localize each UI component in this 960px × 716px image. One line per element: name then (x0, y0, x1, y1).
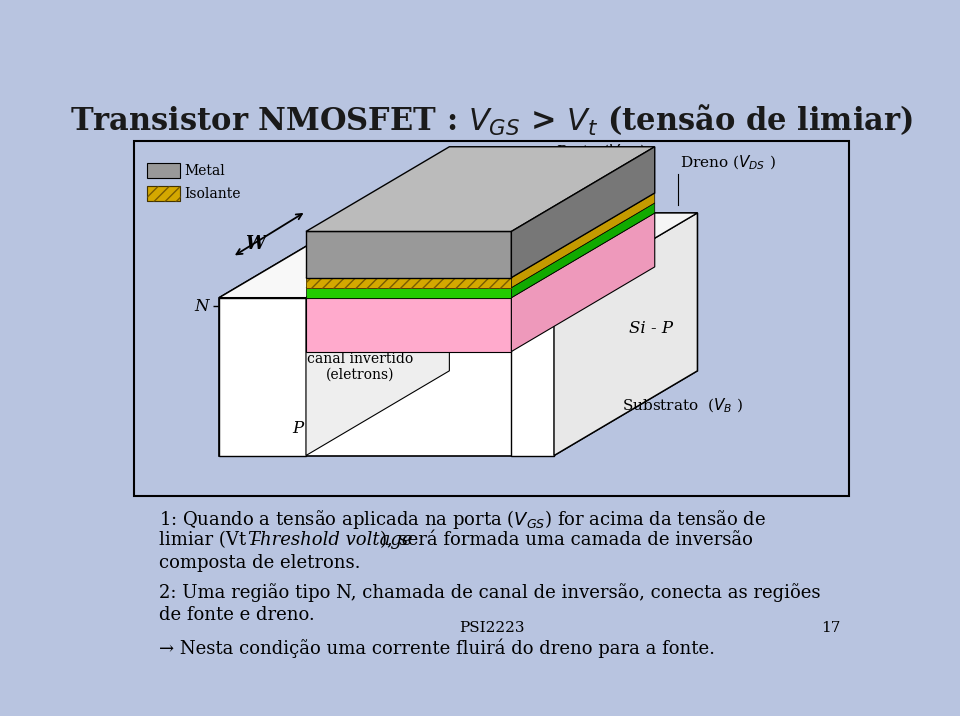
Polygon shape (512, 213, 697, 298)
Text: Região de depleção: Região de depleção (316, 289, 454, 309)
Polygon shape (306, 193, 655, 278)
Polygon shape (512, 147, 655, 278)
Text: de fonte e dreno.: de fonte e dreno. (158, 606, 315, 624)
Text: PSI2223: PSI2223 (459, 621, 525, 635)
Text: Fonte: Fonte (387, 196, 430, 210)
Polygon shape (512, 298, 554, 455)
Text: Si - P: Si - P (629, 320, 673, 337)
Text: Transistor NMOSFET : $V_{GS}$ > $V_t$ (tensão de limiar): Transistor NMOSFET : $V_{GS}$ > $V_t$ (t… (70, 103, 914, 138)
Text: 17: 17 (822, 621, 841, 635)
Polygon shape (554, 213, 697, 455)
Bar (147, 186, 180, 201)
Polygon shape (306, 278, 512, 288)
Polygon shape (512, 213, 655, 352)
Text: 2: Uma região tipo N, chamada de canal de inversão, conecta as regiões: 2: Uma região tipo N, chamada de canal d… (158, 584, 820, 602)
Bar (134, 141, 849, 495)
Polygon shape (306, 213, 449, 455)
Text: 1: Quando a tensão aplicada na porta ($V_{GS}$) for acima da tensão de: 1: Quando a tensão aplicada na porta ($V… (158, 508, 766, 531)
Bar (147, 163, 180, 178)
Text: Porta ($V_{GS}$ ): Porta ($V_{GS}$ ) (556, 143, 646, 161)
Polygon shape (219, 298, 554, 455)
Text: canal invertido
(eletrons): canal invertido (eletrons) (307, 301, 414, 382)
Polygon shape (306, 298, 512, 352)
Polygon shape (306, 147, 655, 231)
Polygon shape (219, 213, 449, 298)
Polygon shape (554, 213, 697, 455)
Text: Threshold voltage: Threshold voltage (248, 531, 413, 549)
Polygon shape (219, 298, 306, 455)
Text: limiar (Vt –: limiar (Vt – (158, 531, 266, 549)
Polygon shape (247, 400, 270, 423)
Text: Substrato  ($V_B$ ): Substrato ($V_B$ ) (622, 396, 743, 415)
Text: Metal: Metal (184, 164, 225, 178)
Text: → Nesta condição uma corrente fluirá do dreno para a fonte.: → Nesta condição uma corrente fluirá do … (158, 639, 715, 658)
Polygon shape (512, 193, 655, 288)
Polygon shape (512, 203, 655, 298)
Text: P: P (293, 420, 303, 437)
Bar (147, 186, 180, 201)
Text: N: N (535, 302, 549, 319)
Text: N: N (194, 298, 208, 314)
Polygon shape (306, 231, 512, 278)
Polygon shape (306, 288, 512, 298)
Polygon shape (306, 213, 655, 298)
Text: composta de eletrons.: composta de eletrons. (158, 554, 360, 572)
Text: ), será formada uma camada de inversão: ), será formada uma camada de inversão (380, 531, 754, 549)
Text: W: W (246, 235, 266, 253)
Text: Dreno ($V_{DS}$ ): Dreno ($V_{DS}$ ) (680, 154, 776, 172)
Polygon shape (306, 203, 655, 288)
Text: Isolante: Isolante (184, 187, 241, 200)
Polygon shape (219, 213, 697, 298)
